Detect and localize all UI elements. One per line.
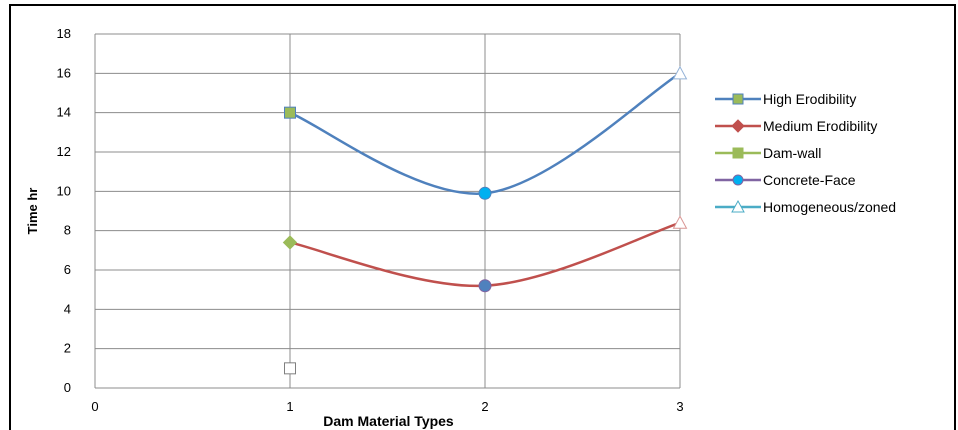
y-tick-label: 6 — [64, 262, 71, 277]
data-point — [672, 215, 688, 229]
legend-label: Medium Erodibility — [763, 118, 877, 134]
data-point — [284, 106, 296, 119]
y-tick-label: 10 — [57, 183, 71, 198]
x-tick-label: 1 — [286, 399, 293, 414]
y-tick-label: 0 — [64, 380, 71, 395]
legend-marker — [732, 93, 744, 105]
y-tick-label: 12 — [57, 144, 71, 159]
y-axis-title: Time hr — [25, 188, 40, 235]
y-tick-label: 8 — [64, 223, 71, 238]
y-tick-label: 4 — [64, 301, 71, 316]
data-point — [478, 279, 492, 293]
legend-marker — [732, 147, 744, 159]
legend-marker — [732, 174, 744, 186]
legend-label: Dam-wall — [763, 145, 821, 161]
legend-marker — [731, 199, 745, 213]
x-axis-title: Dam Material Types — [323, 413, 454, 429]
y-tick-label: 2 — [64, 341, 71, 356]
data-point — [672, 65, 688, 80]
data-point — [284, 362, 296, 375]
x-tick-label: 2 — [481, 399, 488, 414]
chart-frame — [9, 4, 956, 430]
y-tick-label: 14 — [57, 105, 71, 120]
legend-label: Homogeneous/zoned — [763, 199, 896, 215]
legend-label: High Erodibility — [763, 91, 856, 107]
x-tick-label: 3 — [676, 399, 683, 414]
data-point — [478, 186, 492, 200]
legend-label: Concrete-Face — [763, 172, 856, 188]
y-tick-label: 18 — [57, 26, 71, 41]
legend-marker — [731, 119, 745, 133]
y-tick-label: 16 — [57, 65, 71, 80]
data-point — [282, 235, 298, 250]
x-tick-label: 0 — [91, 399, 98, 414]
